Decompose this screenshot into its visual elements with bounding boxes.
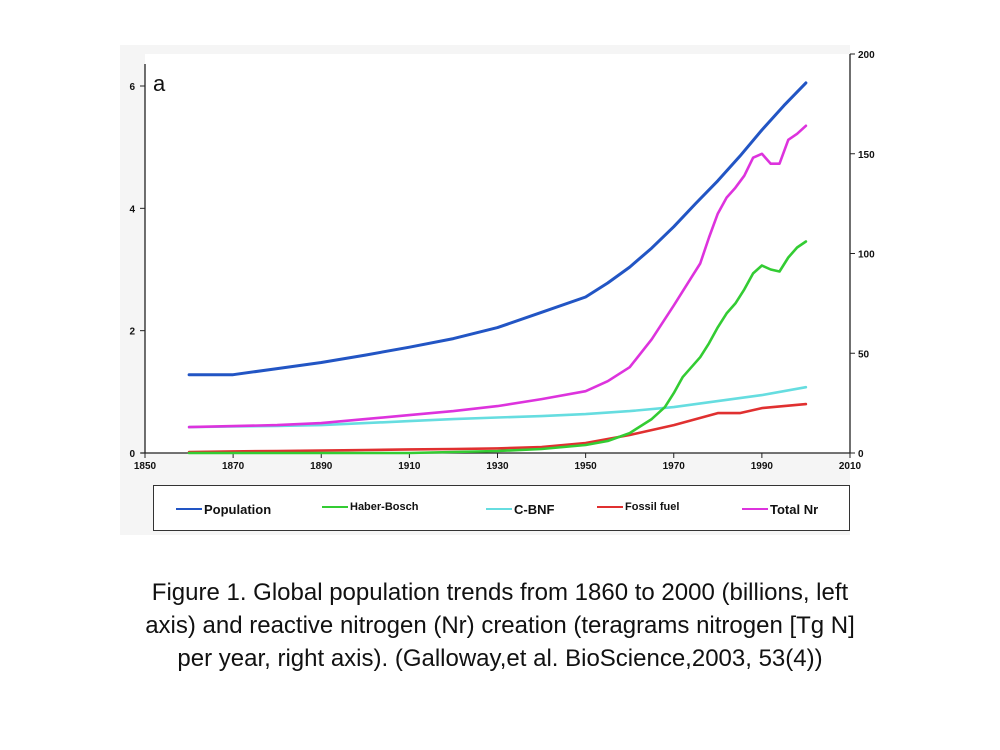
- chart-legend: Population Haber-Bosch C-BNF Fossil fuel…: [153, 485, 850, 531]
- x-tick-label: 2010: [839, 461, 862, 472]
- right-tick-label: 200: [858, 50, 875, 61]
- x-tick-label: 1970: [663, 461, 686, 472]
- x-tick-label: 1870: [222, 461, 245, 472]
- legend-item-c-bnf: C-BNF: [486, 500, 554, 518]
- left-tick-label: 4: [129, 204, 135, 215]
- panel-label: a: [153, 71, 166, 96]
- series-line-population: [187, 81, 808, 377]
- right-tick-label: 150: [858, 150, 875, 161]
- series-line-total-nr: [187, 124, 808, 429]
- x-tick-label: 1990: [751, 461, 774, 472]
- plot-area: [145, 54, 850, 453]
- x-tick-label: 1930: [486, 461, 509, 472]
- right-tick-label: 0: [858, 449, 864, 460]
- x-tick-label: 1850: [134, 461, 157, 472]
- caption-line-3: per year, right axis). (Galloway,et al. …: [177, 645, 823, 672]
- legend-swatch-population: [176, 508, 202, 510]
- series-line-fossil-fuel: [187, 402, 808, 454]
- x-tick-label: 1890: [310, 461, 333, 472]
- right-tick-label: 100: [858, 250, 875, 261]
- left-tick-label: 6: [129, 82, 135, 93]
- caption-line-2: axis) and reactive nitrogen (Nr) creatio…: [145, 612, 855, 639]
- legend-swatch-haber-bosch: [322, 506, 348, 508]
- legend-item-haber-bosch: Haber-Bosch: [322, 498, 418, 516]
- legend-label-population: Population: [204, 501, 272, 517]
- left-tick-label: 0: [129, 449, 135, 460]
- legend-label-total-nr: Total Nr: [770, 501, 819, 517]
- legend-label-fossil-fuel: Fossil fuel: [625, 501, 680, 513]
- legend-swatch-c-bnf: [486, 508, 512, 510]
- legend-label-c-bnf: C-BNF: [514, 501, 555, 517]
- x-tick-label: 1950: [575, 461, 598, 472]
- legend-swatch-fossil-fuel: [597, 506, 623, 508]
- legend-item-population: Population: [176, 500, 271, 518]
- figure-caption: Figure 1. Global population trends from …: [60, 576, 940, 675]
- legend-swatch-total-nr: [742, 508, 768, 510]
- left-tick-label: 2: [129, 327, 135, 338]
- right-tick-label: 50: [858, 349, 870, 360]
- series-line-haber-bosch: [187, 240, 808, 455]
- legend-item-total-nr: Total Nr: [742, 500, 818, 518]
- legend-label-haber-bosch: Haber-Bosch: [350, 501, 419, 513]
- legend-item-fossil-fuel: Fossil fuel: [597, 498, 679, 516]
- x-tick-label: 1910: [398, 461, 421, 472]
- caption-line-1: Figure 1. Global population trends from …: [151, 579, 849, 606]
